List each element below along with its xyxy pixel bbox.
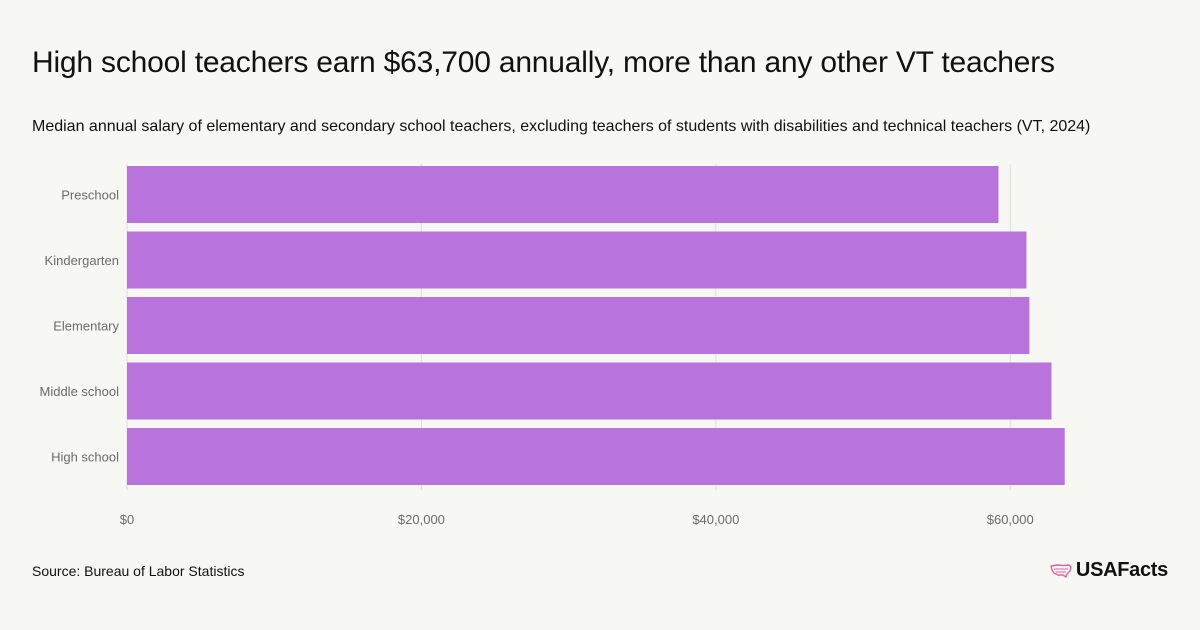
bar [127, 231, 1027, 289]
chart-title: High school teachers earn $63,700 annual… [32, 46, 1055, 79]
usafacts-logo[interactable]: USAFacts [1050, 559, 1168, 582]
logo-text: USAFacts [1075, 559, 1168, 581]
x-tick-label: $40,000 [692, 512, 739, 527]
category-label: Preschool [61, 188, 119, 203]
bar-chart: Preschool Kindergarten Elementary Middle sc… [40, 164, 1065, 527]
category-labels: Preschool Kindergarten Elementary Middle sc… [40, 188, 120, 465]
category-label: Elementary [53, 319, 119, 334]
bar [127, 297, 1030, 354]
bar [127, 428, 1065, 485]
x-tick-labels: $0 $20,000 $40,000 $60,000 [120, 512, 1034, 527]
category-label: Kindergarten [45, 253, 119, 268]
x-tick-label: $0 [120, 512, 134, 527]
category-label: Middle school [40, 384, 120, 399]
bar [127, 362, 1052, 420]
x-tick-label: $20,000 [398, 512, 445, 527]
bar [127, 166, 999, 223]
bars [127, 166, 1065, 485]
category-label: High school [51, 450, 119, 465]
x-tick-label: $60,000 [987, 512, 1034, 527]
source-note: Source: Bureau of Labor Statistics [32, 563, 245, 579]
us-map-icon [1050, 563, 1072, 578]
chart-subtitle: Median annual salary of elementary and s… [32, 118, 1091, 135]
